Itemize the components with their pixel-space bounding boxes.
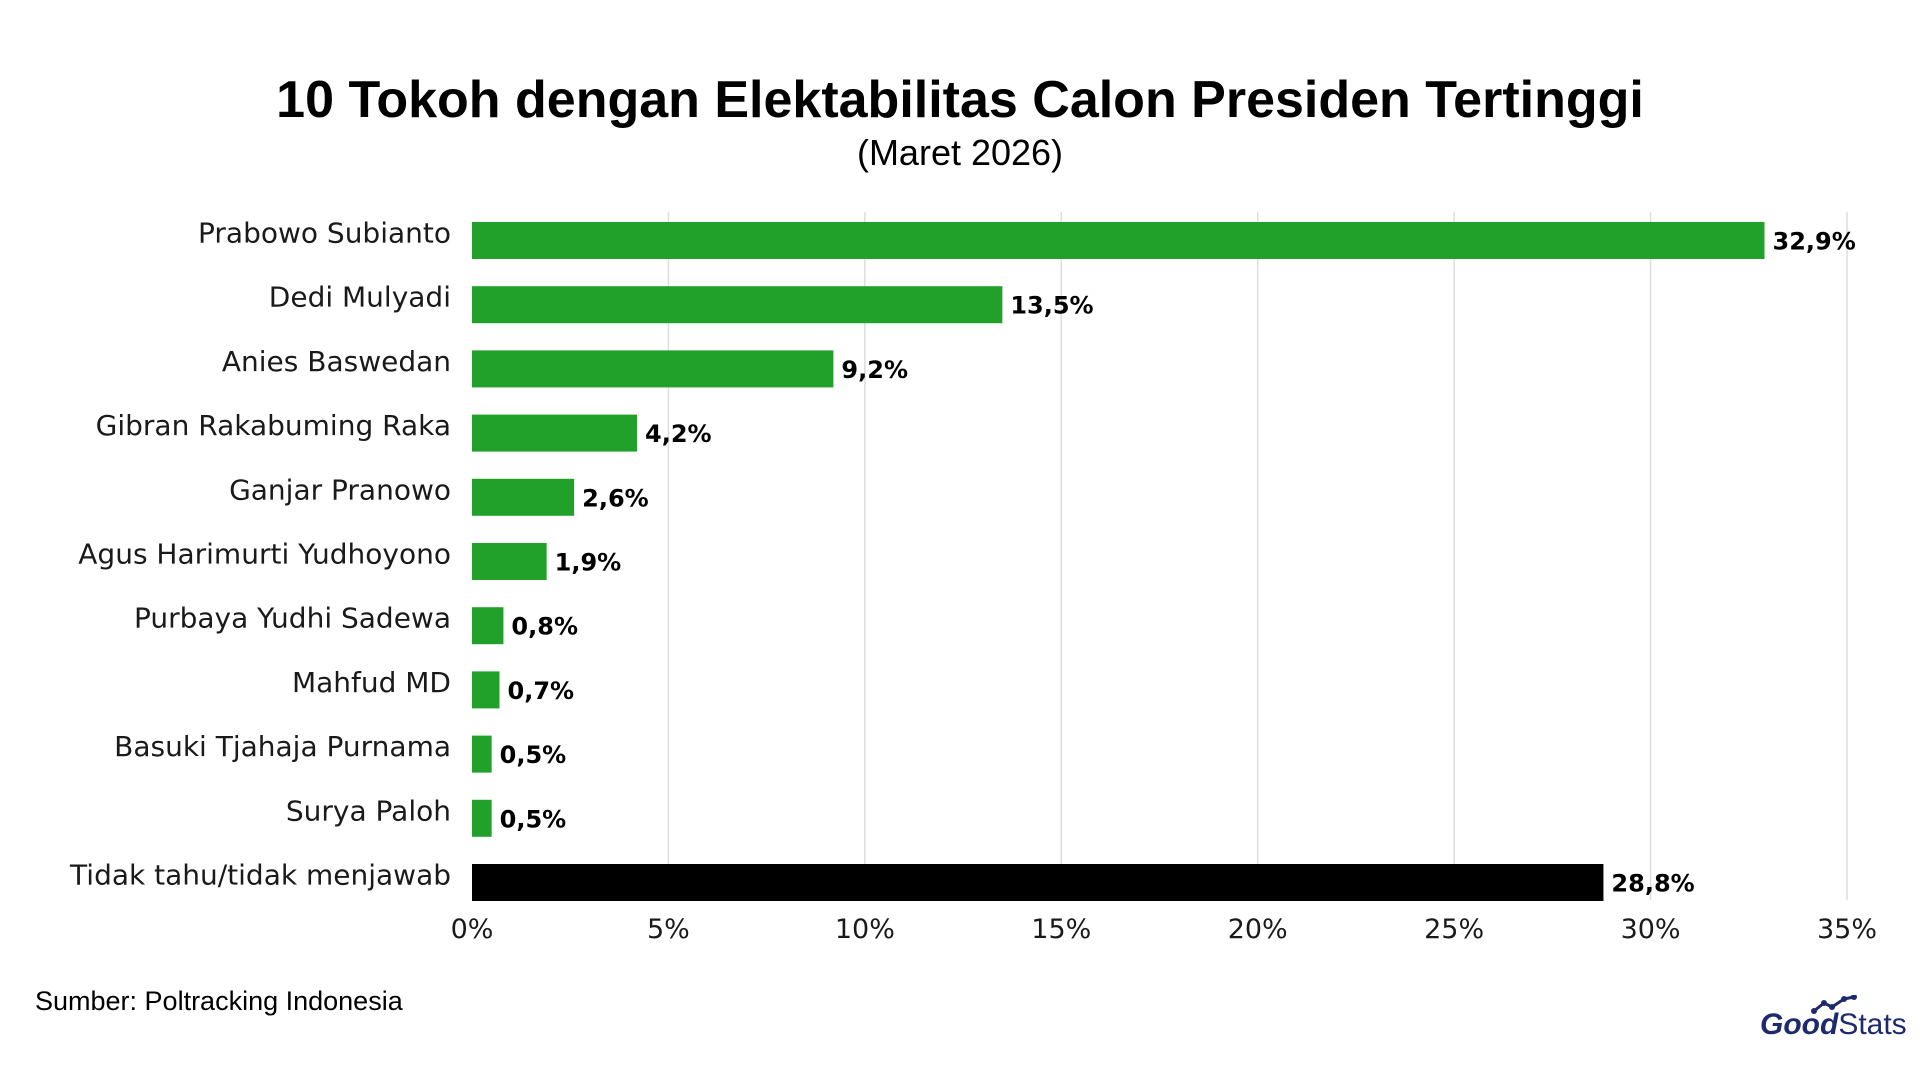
source-note: Sumber: Poltracking Indonesia: [35, 986, 403, 1016]
x-axis-ticks: 0% 5% 10% 15% 20% 25% 30% 35%: [451, 914, 1877, 945]
category-label: Dedi Mulyadi: [269, 281, 451, 314]
data-label: 0,7%: [508, 677, 575, 705]
data-label: 13,5%: [1010, 292, 1093, 320]
category-label: Ganjar Pranowo: [229, 473, 451, 506]
chart-title: 10 Tokoh dengan Elektabilitas Calon Pres…: [276, 71, 1644, 129]
x-tick-label: 30%: [1621, 914, 1681, 945]
grid-lines: [667, 212, 1848, 900]
bar: [472, 222, 1765, 259]
category-label: Prabowo Subianto: [198, 217, 451, 250]
data-label: 9,2%: [841, 356, 908, 384]
x-tick-label: 5%: [647, 914, 690, 945]
x-tick-label: 15%: [1031, 914, 1091, 945]
bar: [472, 864, 1604, 901]
category-label: Surya Paloh: [286, 794, 451, 827]
x-tick-label: 25%: [1424, 914, 1484, 945]
data-label: 0,5%: [500, 805, 567, 833]
bars: [472, 222, 1765, 901]
bar: [472, 350, 834, 388]
data-label: 4,2%: [645, 420, 712, 448]
data-label: 32,9%: [1773, 228, 1856, 256]
data-label: 0,5%: [500, 741, 567, 769]
x-tick-label: 0%: [451, 914, 494, 945]
bar: [472, 735, 492, 773]
category-label: Tidak tahu/tidak menjawab: [69, 859, 451, 892]
category-label: Basuki Tjahaja Purnama: [114, 730, 451, 763]
bar: [472, 671, 500, 709]
data-label: 28,8%: [1611, 870, 1694, 898]
x-tick-label: 10%: [835, 914, 895, 945]
brand-name-part-2: Stats: [1838, 1008, 1907, 1041]
x-tick-label: 35%: [1817, 914, 1877, 945]
bar: [472, 799, 492, 837]
chart-subtitle: (Maret 2026): [856, 132, 1064, 173]
category-label: Mahfud MD: [292, 666, 451, 699]
bar: [472, 543, 547, 580]
x-tick-label: 20%: [1228, 914, 1288, 945]
category-label: Agus Harimurti Yudhoyono: [78, 538, 451, 571]
category-label: Anies Baswedan: [222, 345, 451, 378]
trend-line-icon: [1811, 995, 1857, 1014]
data-label: 1,9%: [555, 549, 622, 577]
category-label: Purbaya Yudhi Sadewa: [134, 602, 451, 635]
data-label: 2,6%: [582, 484, 649, 512]
category-label: Gibran Rakabuming Raka: [96, 409, 451, 442]
brand-name-part-1: Good: [1760, 1008, 1839, 1041]
goodstats-logo: GoodStats: [1760, 995, 1907, 1045]
value-labels: 32,9% 13,5% 9,2% 4,2% 2,6% 1,9% 0,8% 0,7% 0,5% 0,…: [500, 228, 1856, 898]
bar: [472, 414, 637, 452]
bar: [472, 607, 504, 645]
data-label: 0,8%: [511, 613, 578, 641]
category-labels: Prabowo Subianto Dedi Mulyadi Anies Baswed…: [69, 217, 451, 892]
bar: [472, 478, 575, 516]
bar: [472, 286, 1003, 324]
